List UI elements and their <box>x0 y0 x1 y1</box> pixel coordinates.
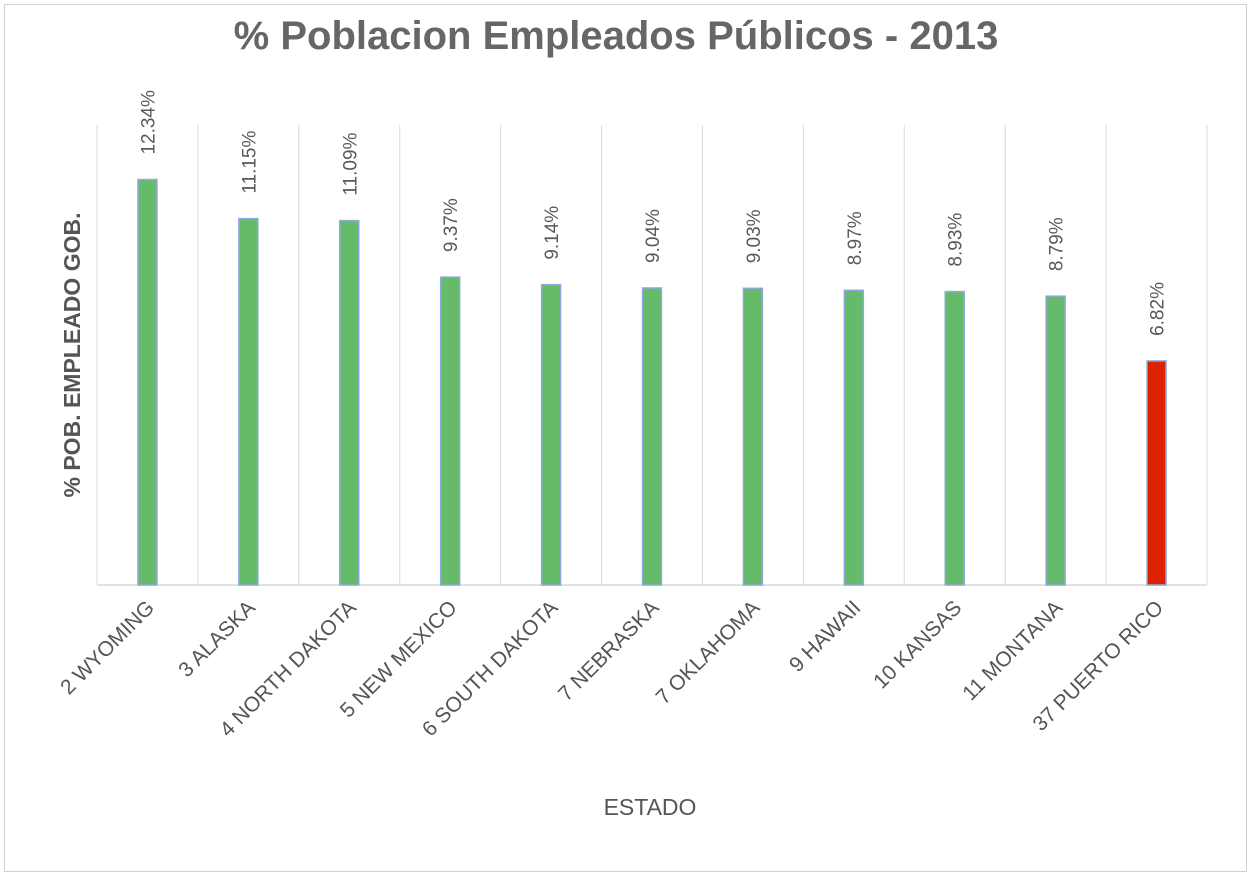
value-label: 9.04% <box>643 209 664 263</box>
value-label: 6.82% <box>1148 282 1169 336</box>
bars <box>137 178 1167 586</box>
value-label: 8.93% <box>946 213 967 267</box>
chart-title: % Poblacion Empleados Públicos - 2013 <box>233 14 999 58</box>
value-label: 9.03% <box>744 209 765 263</box>
chart-frame <box>4 4 1247 872</box>
category-label: 9 HAWAII <box>785 596 865 676</box>
bar <box>439 276 461 586</box>
category-label: 10 KANSAS <box>869 596 966 693</box>
bar <box>944 290 965 586</box>
value-labels: 12.34% 11.15% 11.09% 9.37% 9.14% 9.04% 9.03% 8.… <box>138 90 1168 336</box>
bar <box>238 217 259 586</box>
value-label: 12.34% <box>138 90 159 155</box>
x-axis-label: ESTADO <box>603 794 697 820</box>
category-label: 2 WYOMING <box>56 596 159 699</box>
bar <box>843 289 865 586</box>
bar <box>641 287 663 586</box>
category-label: 11 MONTANA <box>958 596 1067 705</box>
value-label: 11.15% <box>239 131 260 194</box>
category-label: 7 OKLAHOMA <box>652 596 765 709</box>
bar <box>1146 360 1167 586</box>
value-label: 9.37% <box>441 198 462 252</box>
bar <box>1045 295 1066 586</box>
bar <box>137 178 158 586</box>
bar <box>339 219 360 586</box>
value-label: 11.09% <box>340 132 361 195</box>
bar <box>540 283 562 586</box>
value-label: 8.79% <box>1047 217 1068 271</box>
category-label: 3 ALASKA <box>174 596 260 682</box>
value-label: 9.14% <box>542 206 563 260</box>
value-label: 8.97% <box>845 211 866 265</box>
category-label: 7 NEBRASKA <box>554 596 664 706</box>
bar <box>742 287 764 586</box>
